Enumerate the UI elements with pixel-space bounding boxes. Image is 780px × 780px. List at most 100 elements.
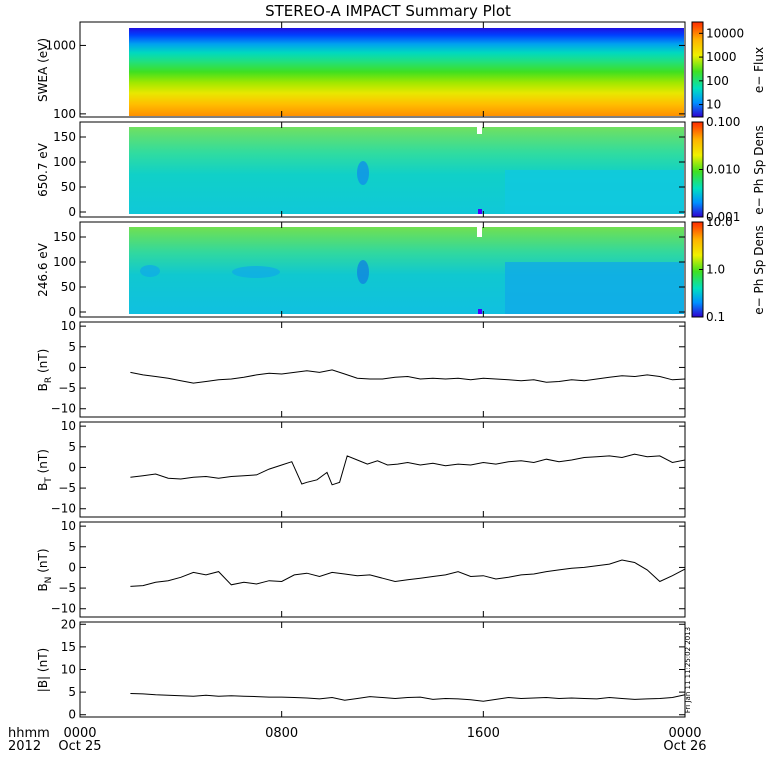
ytick-label-4-0: 0 <box>68 460 76 474</box>
ytick-label-6-5: 5 <box>68 685 76 699</box>
cbar-tick-label-0-1000: 1000 <box>706 50 737 64</box>
ytick-label-6-15: 15 <box>61 640 76 654</box>
time-tick-date-0: Oct 25 <box>58 739 101 754</box>
time-tick-label-0: 0000 <box>63 726 96 741</box>
pad-246-gap-marker <box>478 309 482 314</box>
swea-colorbar-ticks: 10000 1000 100 10 <box>699 26 744 112</box>
bn-plot-frame <box>79 521 686 618</box>
ytick-label-3-10: 10 <box>61 319 76 333</box>
ytick-label-4-10: 10 <box>61 419 76 433</box>
ytick-label-4-5: 5 <box>68 440 76 454</box>
cbar-tick-label-1-0-010: 0.010 <box>706 163 740 177</box>
ytick-label-1-50: 50 <box>61 180 76 194</box>
bt-ylabel-symbol: B <box>36 483 50 491</box>
ytick-label-0-1000: 1000 <box>45 38 76 52</box>
bn-ylabel-subscript: N <box>44 577 54 584</box>
ytick-label-1-100: 100 <box>53 155 76 169</box>
pad-246-feature-a <box>140 265 160 277</box>
ytick-label-2-150: 150 <box>53 230 76 244</box>
bmag-series-line <box>130 693 686 702</box>
bt-plot-frame <box>79 421 686 518</box>
pad-650-panel: 150 100 50 0 650.7 eV 0.100 0.010 0.001 e− Ph… <box>36 115 766 224</box>
cbar-tick-label-0-100: 100 <box>706 74 729 88</box>
ytick-label-6-10: 10 <box>61 663 76 677</box>
cbar-tick-label-0-10: 10 <box>706 98 721 112</box>
pad-650-colorbar-ticks: 0.100 0.010 0.001 <box>699 115 740 224</box>
cbar-tick-label-1-0-100: 0.100 <box>706 115 740 129</box>
ytick-label-4-10: −10 <box>51 502 76 516</box>
ytick-label-5-5: 5 <box>68 540 76 554</box>
pad-246-lowflux-region <box>505 262 684 314</box>
cbar-tick-label-1-0-001: 0.001 <box>706 210 740 224</box>
bt-ylabel-subscript: T <box>44 477 54 484</box>
bn-y-axis: 10 5 0 −5 −10 <box>51 519 686 617</box>
bn-ylabel-unit: (nT) <box>36 548 50 576</box>
bmag-ylabel: |B| (nT) <box>36 648 50 692</box>
pad-246-colorbar-label: e− Ph Sp Dens <box>752 225 766 314</box>
bn-panel: 10 5 0 −5 −10 BN (nT) <box>36 519 686 618</box>
ytick-label-2-50: 50 <box>61 280 76 294</box>
ytick-label-1-150: 150 <box>53 130 76 144</box>
br-y-axis: 10 5 0 −5 −10 <box>51 319 686 417</box>
ytick-label-1-0: 0 <box>68 205 76 219</box>
bn-ylabel: BN (nT) <box>36 548 54 591</box>
pad-650-dropout-feature <box>357 161 369 185</box>
ytick-label-3-5: 5 <box>68 340 76 354</box>
pad-246-ylabel: 246.6 eV <box>36 242 50 297</box>
bn-series-line <box>130 559 686 587</box>
ytick-label-5-10: −10 <box>51 602 76 616</box>
pad-246-panel: 150 100 50 0 246.6 eV 10.0 1.0 0.1 e− Ph Sp D… <box>36 215 766 324</box>
ytick-label-5-10: 10 <box>61 519 76 533</box>
pad-650-y-axis: 150 100 50 0 <box>53 122 686 219</box>
time-tick-label-2: 1600 <box>467 726 500 741</box>
cbar-tick-label-2-1-0: 1.0 <box>706 263 725 277</box>
plot-title: STEREO-A IMPACT Summary Plot <box>265 2 511 20</box>
bt-y-axis: 10 5 0 −5 −10 <box>51 419 686 517</box>
pad-650-gap-marker <box>478 209 482 214</box>
br-panel: 10 5 0 −5 −10 BR (nT) <box>36 319 686 418</box>
ytick-label-3-0: 0 <box>68 360 76 374</box>
pad-246-colorbar-ticks: 10.0 1.0 0.1 <box>699 215 733 324</box>
time-axis-header-line1: hhmm <box>8 726 50 741</box>
pad-246-feature-b <box>232 266 280 278</box>
pad-246-plot-frame <box>79 221 686 318</box>
time-tick-label-1: 0800 <box>265 726 298 741</box>
cbar-tick-label-2-0-1: 0.1 <box>706 310 725 324</box>
ytick-label-4-5: −5 <box>58 481 76 495</box>
bt-panel: 10 5 0 −5 −10 BT (nT) <box>36 419 686 518</box>
ytick-label-2-0: 0 <box>68 305 76 319</box>
pad-246-colorbar: 10.0 1.0 0.1 e− Ph Sp Dens <box>691 215 766 324</box>
swea-colorbar-scale <box>691 21 704 118</box>
bmag-y-axis: 20 15 10 5 0 <box>61 617 686 722</box>
ytick-label-3-10: −10 <box>51 402 76 416</box>
swea-ylabel: SWEA (eV) <box>36 38 50 102</box>
swea-y-axis: 1000 100 <box>45 22 686 121</box>
time-tick-date-3: Oct 26 <box>663 739 706 754</box>
ytick-label-2-100: 100 <box>53 255 76 269</box>
swea-spectrogram <box>129 28 684 116</box>
bn-ylabel-symbol: B <box>36 583 50 591</box>
swea-colorbar: 10000 1000 100 10 e− Flux <box>691 21 766 118</box>
br-ylabel-symbol: B <box>36 383 50 391</box>
pad-246-y-axis: 150 100 50 0 <box>53 222 686 319</box>
pad-650-data-gap <box>477 127 482 134</box>
br-plot-frame <box>79 321 686 418</box>
pad-650-ylabel: 650.7 eV <box>36 142 50 197</box>
pad-650-plot-frame <box>79 121 686 218</box>
cbar-tick-label-0-10000: 10000 <box>706 26 744 40</box>
bt-ylabel: BT (nT) <box>36 449 54 491</box>
ytick-label-5-0: 0 <box>68 560 76 574</box>
bmag-panel: 20 15 10 5 0 |B| (nT) Fri Jan 11 11:25:02 20… <box>36 617 692 721</box>
br-ylabel-subscript: R <box>44 377 54 383</box>
swea-plot-frame <box>79 21 686 118</box>
bmag-plot-frame <box>79 621 686 718</box>
pad-246-dropout-feature <box>357 260 369 284</box>
pad-246-data-gap <box>477 227 482 237</box>
ytick-label-6-20: 20 <box>61 617 76 631</box>
ytick-label-5-5: −5 <box>58 581 76 595</box>
creation-timestamp: Fri Jan 11 11:25:02 2013 <box>684 627 692 713</box>
cbar-tick-label-2-10-0: 10.0 <box>706 215 733 229</box>
time-tick-label-3: 0000 <box>668 726 701 741</box>
